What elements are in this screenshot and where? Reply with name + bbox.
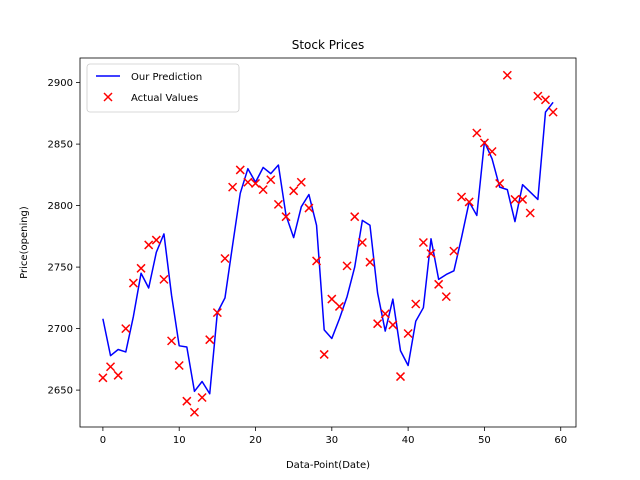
legend-label-prediction: Our Prediction bbox=[131, 72, 202, 83]
actual-value-point bbox=[113, 370, 123, 380]
actual-value-point bbox=[296, 177, 306, 187]
actual-value-point bbox=[250, 178, 261, 188]
actual-value-point bbox=[205, 335, 215, 345]
actual-value-point bbox=[495, 178, 505, 188]
legend-box bbox=[86, 63, 240, 113]
x-tick-label: 10 bbox=[173, 435, 186, 446]
actual-value-point bbox=[319, 349, 329, 359]
x-tick-label: 20 bbox=[249, 435, 262, 446]
actual-value-point bbox=[472, 128, 482, 138]
actual-value-point bbox=[411, 299, 421, 309]
x-tick-label: 40 bbox=[402, 435, 415, 446]
legend-marker-swatch bbox=[103, 92, 113, 102]
actual-value-point bbox=[342, 261, 352, 271]
prediction-line bbox=[102, 101, 554, 395]
actual-value-point bbox=[121, 324, 131, 334]
x-tick-label: 60 bbox=[554, 435, 567, 446]
y-tick-label: 2650 bbox=[48, 386, 73, 397]
actual-value-point bbox=[434, 279, 444, 289]
actual-value-point bbox=[457, 192, 467, 202]
actual-value-point bbox=[289, 186, 299, 196]
y-tick-label: 2700 bbox=[48, 324, 73, 335]
actual-value-point bbox=[212, 308, 222, 318]
actual-value-point bbox=[273, 199, 283, 209]
actual-value-point bbox=[128, 278, 138, 288]
actual-value-point bbox=[510, 194, 520, 204]
actual-value-point bbox=[159, 274, 169, 284]
actual-value-point bbox=[388, 320, 398, 330]
actual-value-point bbox=[365, 257, 375, 267]
actual-value-point bbox=[258, 185, 268, 195]
actual-value-point bbox=[281, 212, 291, 222]
actual-value-point bbox=[449, 246, 459, 256]
actual-value-point bbox=[525, 208, 535, 218]
actual-value-point bbox=[540, 95, 551, 105]
y-tick-label: 2900 bbox=[48, 78, 73, 89]
actual-value-point bbox=[182, 396, 192, 406]
actual-value-point bbox=[395, 372, 406, 382]
chart-title: Stock Prices bbox=[292, 38, 365, 52]
actual-value-point bbox=[373, 319, 383, 329]
x-tick-label: 30 bbox=[325, 435, 338, 446]
actual-value-point bbox=[418, 237, 428, 248]
actual-value-point bbox=[327, 294, 337, 304]
x-tick-label: 0 bbox=[100, 435, 106, 446]
actual-value-point bbox=[144, 240, 154, 250]
y-tick-label: 2750 bbox=[48, 263, 73, 274]
x-tick-label: 50 bbox=[478, 435, 491, 446]
actual-value-point bbox=[312, 256, 322, 266]
actual-value-point bbox=[380, 309, 390, 319]
actual-value-point bbox=[533, 91, 543, 101]
actual-value-point bbox=[403, 328, 413, 339]
y-axis: 2650 2700 2750 2800 2850 2900 bbox=[48, 78, 80, 397]
actual-value-point bbox=[487, 146, 497, 157]
actual-value-point bbox=[334, 301, 344, 311]
plot-area bbox=[98, 70, 558, 417]
actual-value-point bbox=[548, 107, 558, 117]
actual-value-point bbox=[98, 373, 108, 383]
actual-value-point bbox=[228, 182, 238, 192]
actual-value-point bbox=[167, 336, 177, 346]
y-tick-label: 2800 bbox=[48, 201, 73, 212]
actual-value-point bbox=[464, 197, 474, 207]
x-axis-label: Data-Point(Date) bbox=[286, 460, 370, 471]
actual-value-point bbox=[189, 407, 199, 417]
actual-value-point bbox=[243, 177, 253, 187]
actual-value-point bbox=[304, 203, 314, 213]
actual-value-point bbox=[151, 235, 161, 245]
y-tick-label: 2850 bbox=[48, 140, 73, 151]
actual-value-point bbox=[220, 253, 230, 264]
actual-value-point bbox=[502, 70, 512, 80]
actual-value-point bbox=[174, 360, 184, 371]
actual-value-point bbox=[441, 292, 451, 302]
actual-value-point bbox=[136, 263, 146, 273]
actual-value-point bbox=[426, 249, 436, 259]
x-axis: 0 10 20 30 40 50 60 bbox=[100, 427, 567, 446]
actual-value-point bbox=[266, 175, 276, 185]
actual-value-point bbox=[350, 212, 360, 222]
y-axis-label: Price(opening) bbox=[19, 206, 30, 279]
legend-label-actual: Actual Values bbox=[131, 93, 198, 104]
legend: Our Prediction Actual Values bbox=[86, 63, 240, 113]
actual-value-point bbox=[357, 237, 367, 248]
actual-value-point bbox=[479, 138, 489, 148]
actual-value-point bbox=[518, 194, 528, 204]
actual-value-point bbox=[105, 362, 116, 372]
axes-frame bbox=[79, 57, 577, 428]
actual-value-point bbox=[235, 165, 245, 175]
actual-value-point bbox=[197, 392, 207, 403]
